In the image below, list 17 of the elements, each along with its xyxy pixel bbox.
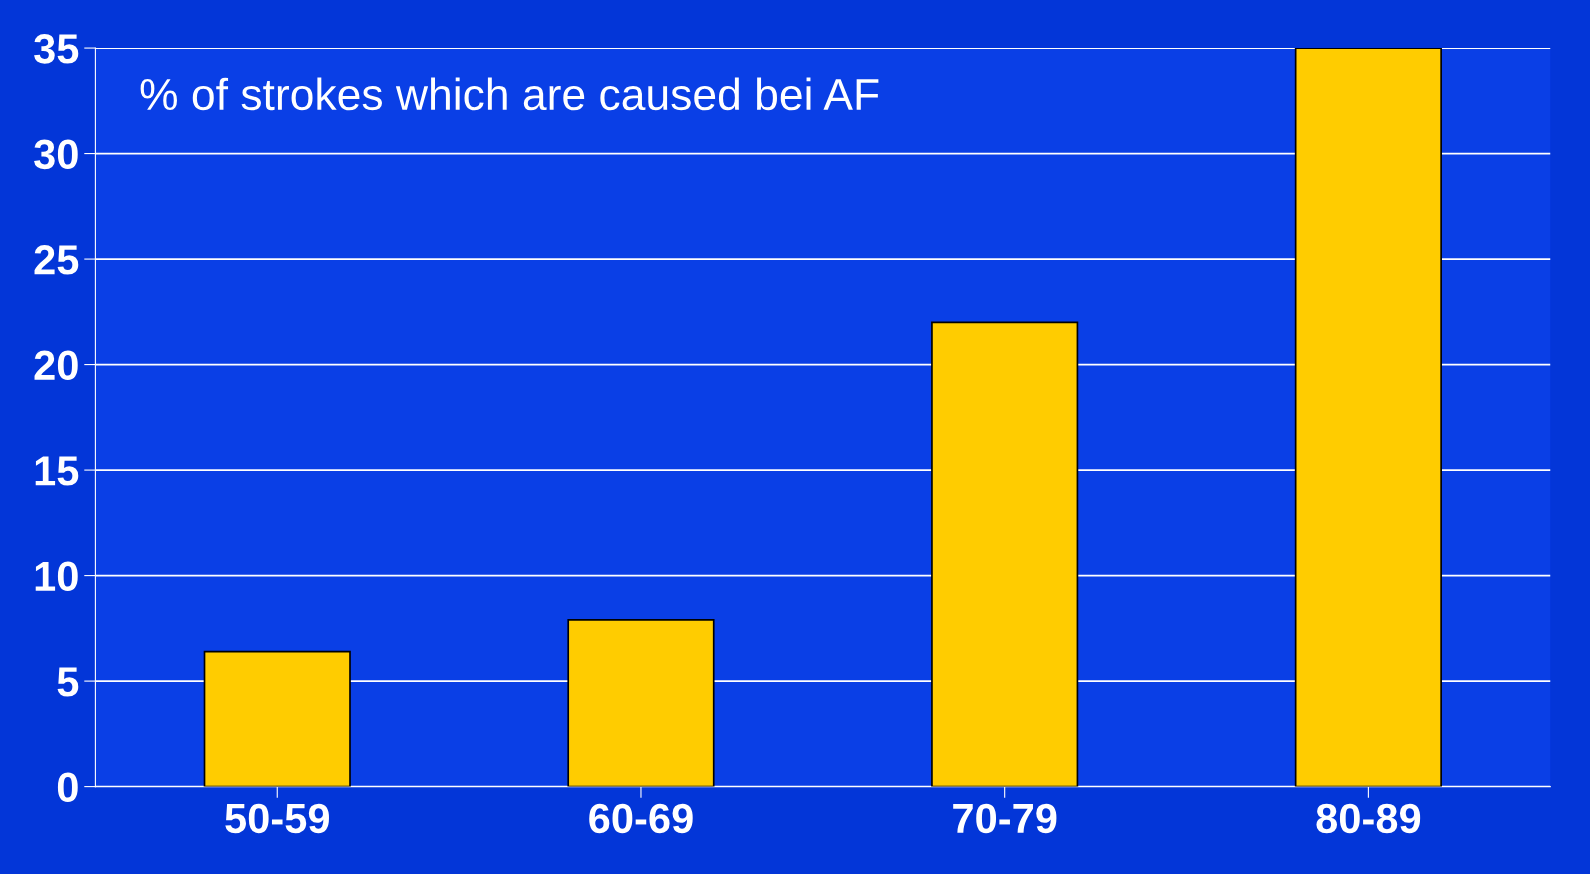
x-tick-label: 60-69 bbox=[589, 803, 693, 834]
text: % of strokes which are caused bei AF bbox=[140, 77, 879, 111]
bar bbox=[1294, 48, 1442, 787]
y-tick-label: 25 bbox=[34, 245, 79, 275]
x-tick-label: 50-59 bbox=[225, 803, 329, 834]
y-tick-label: 20 bbox=[34, 350, 78, 381]
y-tick-label: 35 bbox=[34, 34, 79, 64]
y-tick-label: 0 bbox=[57, 772, 78, 803]
y-tick-label: 5 bbox=[57, 667, 79, 697]
y-tick-label: 30 bbox=[34, 139, 78, 170]
x-tick-label: 80-89 bbox=[1316, 803, 1421, 834]
bar bbox=[567, 619, 715, 787]
y-tick-label: 10 bbox=[35, 561, 78, 592]
bar bbox=[931, 321, 1079, 787]
x-tick-label: 70-79 bbox=[953, 803, 1057, 834]
bar bbox=[203, 650, 351, 787]
y-tick-label: 15 bbox=[35, 456, 79, 486]
